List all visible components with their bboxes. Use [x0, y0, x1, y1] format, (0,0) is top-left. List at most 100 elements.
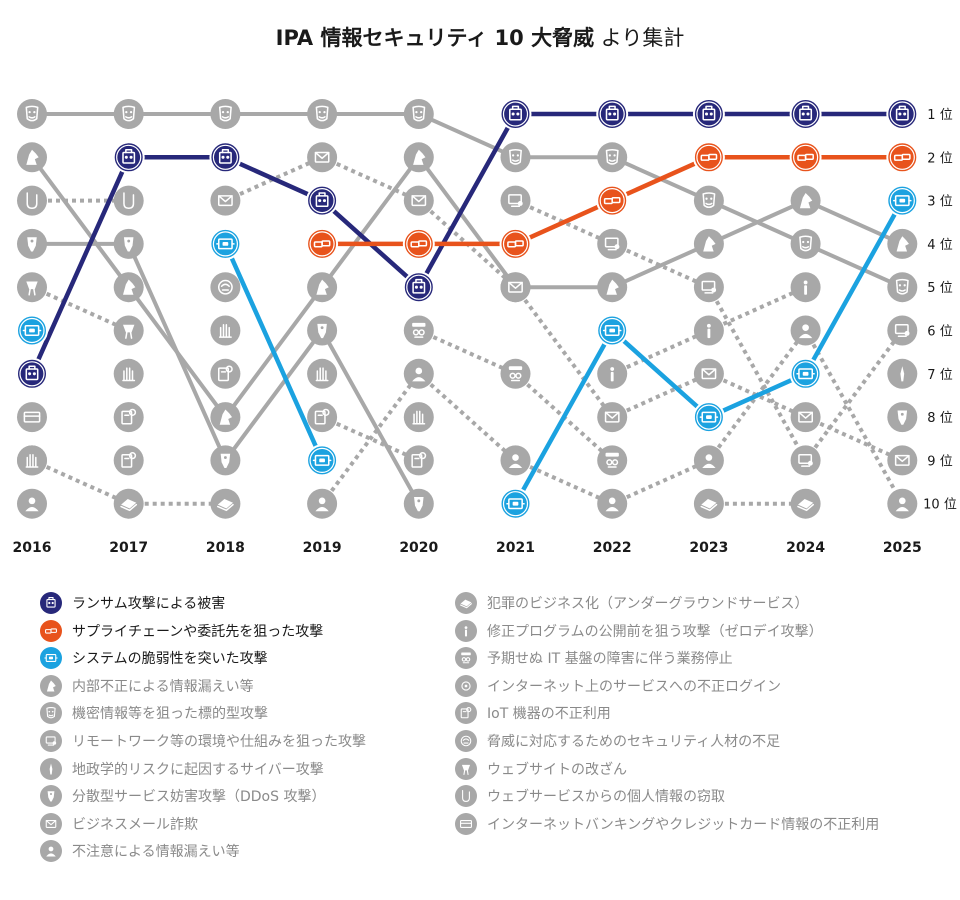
node-hand-icon-2019	[307, 358, 338, 389]
node-insider-2019	[307, 272, 338, 303]
node-outage-2022	[597, 445, 628, 476]
legend-label-ddos: 分散型サービス妨害攻撃（DDoS 攻撃）	[72, 789, 326, 806]
node-ddos-2019	[307, 315, 338, 346]
legend-label-careless: 不注意による情報漏えい等	[72, 844, 240, 861]
node-bec-2020	[403, 185, 434, 216]
series-segment-insider	[610, 241, 711, 290]
outage-icon	[455, 647, 477, 670]
node-apt-2016	[17, 99, 47, 129]
legend-label-geo: 地政学的リスクに起因するサイバー攻撃	[72, 761, 324, 778]
node-geo-2025	[887, 358, 918, 389]
series-segment-vuln	[513, 328, 615, 506]
iot-icon	[455, 702, 477, 725]
node-ransom-2024	[789, 98, 822, 130]
node-careless-2019	[307, 488, 338, 519]
rank-label-1: 1 位	[927, 108, 952, 123]
legend-item-outage: 予期せぬ IT 基盤の障害に伴う業務停止	[455, 647, 733, 670]
node-deface-2016	[17, 272, 47, 303]
node-theft-2016	[17, 185, 47, 216]
series-segment-ddos	[223, 328, 325, 463]
node-remote-2021	[500, 185, 531, 216]
series-segment-bec	[224, 155, 323, 203]
rank-label-6: 6 位	[927, 325, 952, 340]
node-banking-2016	[17, 402, 47, 433]
legend-item-bec: ビジネスメール詐欺	[40, 812, 198, 835]
node-apt-2020	[403, 99, 434, 129]
node-ddos-2018	[210, 445, 241, 476]
node-zeroday-2024	[790, 272, 821, 303]
legend-item-zeroday: 修正プログラムの公開前を狙う攻撃（ゼロデイ攻撃）	[455, 619, 823, 642]
series-segment-remote	[611, 242, 710, 290]
node-deface-2017	[113, 315, 144, 346]
legend-item-crime: 犯罪のビジネス化（アンダーグラウンドサービス）	[455, 592, 808, 614]
series-segment-ransom	[29, 155, 131, 377]
year-label-2021: 2021	[496, 540, 535, 556]
legend-item-insider: 内部不正による情報漏えい等	[40, 674, 254, 697]
year-label-2023: 2023	[689, 540, 728, 556]
node-hand-icon-2018	[210, 315, 241, 346]
series-segment-deface	[31, 285, 130, 333]
node-outage-2020	[403, 315, 434, 346]
series-lines	[29, 111, 905, 506]
legend-label-bec: ビジネスメール詐欺	[72, 816, 198, 833]
node-bec-2022	[597, 402, 628, 433]
chart-title-bold: IPA 情報セキュリティ 10 大脅威	[275, 26, 595, 50]
legend-label-deface: ウェブサイトの改ざん	[487, 761, 627, 778]
series-segment-remote	[707, 286, 808, 462]
node-insider-2016	[17, 142, 47, 173]
chart-title: IPA 情報セキュリティ 10 大脅威 より集計	[0, 22, 960, 52]
node-apt-2019	[307, 99, 338, 129]
bug-icon	[40, 647, 62, 670]
year-label-2020: 2020	[399, 540, 438, 556]
rank-label-8: 8 位	[927, 411, 952, 426]
node-insider-2024	[790, 185, 821, 216]
node-apt-2025	[887, 272, 918, 303]
insider-icon	[40, 674, 62, 697]
mask-icon	[40, 702, 62, 725]
year-label-2024: 2024	[786, 540, 825, 556]
node-hand-icon-2016	[17, 445, 47, 476]
legend-item-geo: 地政学的リスクに起因するサイバー攻撃	[40, 757, 324, 780]
node-ddos-2020	[403, 488, 434, 519]
series-segment-insider	[416, 155, 518, 290]
node-vuln-2021	[499, 487, 532, 520]
legend-label-ransom: ランサム攻撃による被害	[72, 596, 226, 612]
legend-label-apt: 機密情報等を狙った標的型攻撃	[72, 706, 268, 723]
legend-item-remote: リモートワーク等の環境や仕組みを狙った攻撃	[40, 730, 366, 752]
theft-icon	[455, 785, 477, 808]
legend-item-vuln: システムの脆弱性を突いた攻撃	[40, 647, 268, 670]
node-insider-2025	[887, 228, 918, 259]
node-vuln-2023	[692, 401, 725, 434]
geo-risk-icon	[40, 757, 62, 780]
zero-day-icon	[455, 619, 477, 642]
rank-label-9: 9 位	[927, 454, 952, 469]
node-ransom-2025	[886, 98, 919, 130]
legend-label-banking: インターネットバンキングやクレジットカード情報の不正利用	[487, 816, 880, 833]
node-bec-2021	[500, 272, 531, 303]
series-segment-insider	[30, 155, 131, 290]
year-label-2022: 2022	[593, 540, 632, 556]
node-crime-2018	[210, 488, 241, 519]
legend-item-deface: ウェブサイトの改ざん	[455, 757, 627, 780]
series-segment-zeroday	[611, 328, 710, 376]
legend-label-insider: 内部不正による情報漏えい等	[72, 678, 254, 695]
node-zeroday-2023	[693, 315, 724, 346]
series-segment-apt	[706, 198, 808, 246]
node-insider-2022	[597, 272, 628, 303]
series-segment-bec	[804, 415, 904, 463]
node-ransom-2018	[209, 141, 242, 174]
series-segment-apt	[803, 241, 905, 290]
node-ransom-2021	[499, 98, 532, 130]
year-label-2019: 2019	[303, 540, 342, 556]
node-bec-2025	[887, 445, 918, 476]
series-segment-careless	[417, 372, 517, 462]
node-remote-2024	[790, 445, 821, 476]
talent-icon	[455, 730, 477, 752]
node-insider-2023	[693, 228, 724, 259]
legend-item-ddos: 分散型サービス妨害攻撃（DDoS 攻撃）	[40, 785, 326, 808]
series-segment-supply	[609, 155, 712, 203]
node-crime-2023	[693, 488, 724, 519]
series-segment-bec	[321, 155, 420, 203]
